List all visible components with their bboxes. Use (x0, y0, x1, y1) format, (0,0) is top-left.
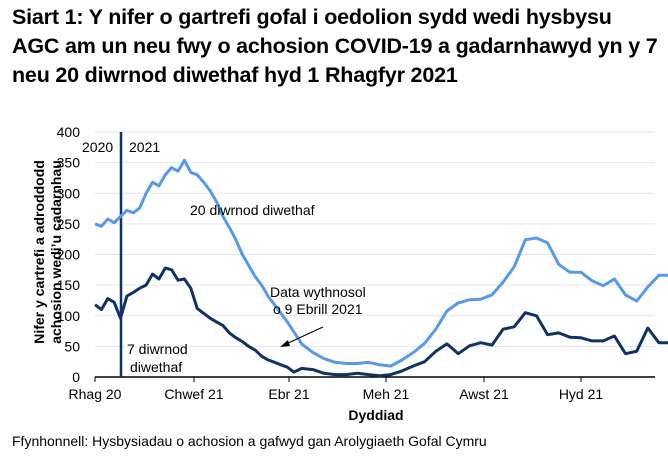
y-tick-label: 50 (64, 338, 80, 354)
gridlines (95, 131, 655, 347)
x-tick-label: Meh 21 (363, 386, 410, 402)
x-tick-label: Awst 21 (459, 386, 509, 402)
y-tick-label: 300 (57, 185, 81, 201)
x-tick-label: Rhag 20 (69, 386, 122, 402)
series-20-day-line (94, 158, 668, 368)
weekly-data-annotation-line2: o 9 Ebrill 2021 (273, 301, 363, 317)
x-tick-label: Hyd 21 (559, 386, 604, 402)
y-tick-label: 250 (57, 216, 81, 232)
y-tick-label: 400 (57, 124, 81, 140)
y-tick-label: 150 (57, 277, 81, 293)
y-tick-label: 100 (57, 308, 81, 324)
source-note: Ffynhonnell: Hysbysiadau o achosion a ga… (12, 433, 487, 449)
chart-title: Siart 1: Y nifer o gartrefi gofal i oedo… (12, 5, 658, 87)
year-label-2020: 2020 (82, 139, 113, 155)
year-label-2021: 2021 (129, 139, 160, 155)
weekly-data-annotation-line1: Data wythnosol (270, 284, 366, 300)
annotation-arrowhead (280, 340, 290, 347)
series-7-day-label-line2: diwethaf (130, 359, 182, 375)
series-20-day-label: 20 diwrnod diwethaf (190, 202, 315, 218)
series-7-day-line (94, 266, 668, 378)
x-tick-label: Chwef 21 (164, 386, 223, 402)
x-tick-label: Ebr 21 (268, 386, 309, 402)
y-tick-label: 0 (72, 369, 80, 385)
x-axis-label: Dyddiad (348, 407, 404, 423)
y-axis-ticks: 0 50 100 150 200 250 300 350 400 (57, 124, 81, 385)
series-7-day-label-line1: 7 diwrnod (127, 341, 188, 357)
y-tick-label: 350 (57, 155, 81, 171)
x-axis: Rhag 20 Chwef 21 Ebr 21 Meh 21 Awst 21 Hyd 21 (69, 376, 655, 402)
y-tick-label: 200 (57, 247, 81, 263)
annotation-arrow (285, 326, 324, 345)
